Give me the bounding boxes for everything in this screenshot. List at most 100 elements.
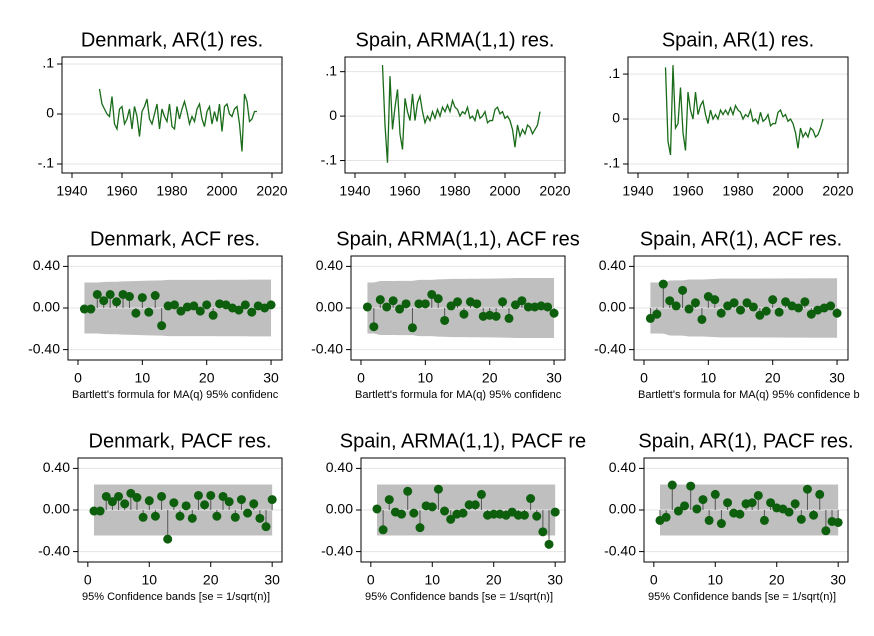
stem-marker	[92, 289, 102, 299]
stem-marker	[157, 491, 167, 501]
plot-frame	[360, 457, 566, 563]
stem-marker	[433, 484, 443, 494]
stem-marker	[112, 297, 122, 307]
stem-marker	[698, 495, 708, 505]
stem-marker	[157, 321, 167, 331]
stem-marker	[736, 305, 746, 315]
panel-title: Denmark, PACF res.	[89, 430, 272, 452]
stem-marker	[796, 514, 806, 524]
y-tick-label: .1	[325, 62, 337, 78]
stem-marker	[526, 494, 536, 504]
stem-marker	[826, 301, 836, 311]
stem-marker	[735, 509, 745, 519]
stem-marker	[690, 298, 700, 308]
stem-marker	[189, 301, 199, 311]
stem-marker	[766, 498, 776, 508]
stem-marker	[86, 304, 96, 314]
y-tick-label: 0.40	[33, 257, 60, 273]
stem-marker	[427, 502, 437, 512]
plot-frame	[643, 457, 849, 563]
stem-marker	[753, 490, 763, 500]
panel-title: Spain, AR(1) res.	[662, 29, 814, 51]
stem-marker	[446, 301, 456, 311]
y-tick-label: -0.40	[38, 542, 70, 558]
panel-title: Spain, ARMA(1,1) res.	[356, 29, 555, 51]
stem-marker	[372, 504, 382, 514]
stem-marker	[747, 498, 757, 508]
stem-marker	[809, 510, 819, 520]
stem-marker	[723, 498, 733, 508]
stem-marker	[206, 490, 216, 500]
stem-marker	[806, 309, 816, 319]
x-tick-label: 30	[263, 370, 279, 386]
stem-marker	[476, 489, 486, 499]
stem-marker	[150, 511, 160, 521]
stem-marker	[538, 527, 548, 537]
stem-marker	[388, 296, 398, 306]
stem-marker	[397, 509, 407, 519]
stem-marker	[131, 308, 141, 318]
stem-marker	[692, 504, 702, 514]
x-tick-label: 30	[546, 370, 562, 386]
x-tick-label: 20	[765, 370, 781, 386]
stem-marker	[759, 515, 769, 525]
plot-frame	[61, 56, 283, 174]
x-tick-label: 10	[707, 572, 723, 588]
stem-marker	[236, 495, 246, 505]
stem-marker	[224, 497, 234, 507]
stem-marker	[200, 500, 210, 510]
stem-marker	[240, 300, 250, 310]
stem-marker	[230, 512, 240, 522]
stem-marker	[802, 484, 812, 494]
stem-marker	[768, 295, 778, 305]
stem-marker	[784, 507, 794, 517]
y-tick-label: -0.40	[321, 542, 353, 558]
note: Bartlett's formula for MA(q) 95% confide…	[638, 389, 860, 401]
x-tick-label: 1960	[672, 183, 703, 199]
x-tick-label: 2020	[539, 183, 570, 199]
stem-marker	[420, 299, 430, 309]
x-tick-label: 20	[199, 370, 215, 386]
y-tick-label: 0.00	[33, 299, 60, 315]
stem-marker	[470, 500, 480, 510]
stem-marker	[169, 498, 179, 508]
y-tick-label: 0.00	[316, 299, 343, 315]
plot-frame	[627, 56, 849, 174]
stem-marker	[710, 489, 720, 499]
stem-marker	[459, 309, 469, 319]
x-tick-label: 1980	[439, 183, 470, 199]
stem-marker	[193, 490, 203, 500]
stem-marker	[815, 489, 825, 499]
y-tick-label: -0.40	[594, 340, 626, 356]
y-tick-label: -0.40	[604, 542, 636, 558]
stem-marker	[832, 308, 842, 318]
x-tick-label: 1940	[339, 183, 370, 199]
stem-marker	[218, 491, 228, 501]
x-tick-label: 2020	[256, 183, 287, 199]
stem-marker	[800, 297, 810, 307]
stem-marker	[532, 511, 542, 521]
note: 95% Confidence bands [se = 1/sqrt(n)]	[82, 591, 270, 603]
stem-marker	[170, 300, 180, 310]
stem-marker	[401, 299, 411, 309]
stem-marker	[446, 514, 456, 524]
stem-marker	[440, 506, 450, 516]
stem-marker	[821, 526, 831, 536]
stem-marker	[212, 511, 222, 521]
x-tick-label: 0	[650, 572, 658, 588]
stem-marker	[120, 499, 130, 509]
x-tick-label: 1940	[56, 183, 87, 199]
stem-marker	[261, 522, 271, 532]
stem-marker	[403, 486, 413, 496]
x-tick-label: 10	[418, 370, 434, 386]
x-tick-label: 1980	[156, 183, 187, 199]
stem-marker	[427, 289, 437, 299]
y-tick-label: .1	[42, 55, 54, 71]
x-tick-label: 2000	[772, 183, 803, 199]
stem-marker	[249, 499, 259, 509]
stem-marker	[150, 291, 160, 301]
stem-marker	[504, 313, 514, 323]
stem-marker	[95, 506, 105, 516]
stem-marker	[549, 308, 559, 318]
